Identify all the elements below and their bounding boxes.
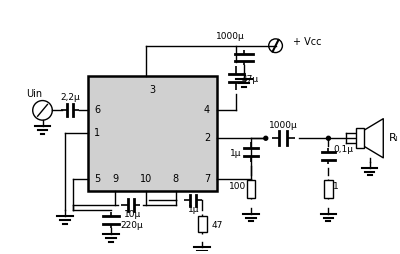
Text: 8: 8 xyxy=(173,174,179,184)
Text: + Vcc: + Vcc xyxy=(293,37,322,47)
Circle shape xyxy=(326,136,330,140)
Text: 5: 5 xyxy=(94,174,100,184)
Text: Uin: Uin xyxy=(27,89,43,99)
Text: 4: 4 xyxy=(204,105,210,115)
Bar xyxy=(324,180,333,198)
Text: 1: 1 xyxy=(94,128,100,138)
Text: 2: 2 xyxy=(204,133,210,143)
Text: 10µ: 10µ xyxy=(124,210,141,219)
Text: 3: 3 xyxy=(149,85,155,95)
Text: 47µ: 47µ xyxy=(241,75,258,84)
Text: 2,2µ: 2,2µ xyxy=(60,92,80,102)
Text: 10: 10 xyxy=(140,174,152,184)
Text: 220µ: 220µ xyxy=(121,221,144,230)
Text: 9: 9 xyxy=(112,174,118,184)
Text: 100: 100 xyxy=(229,182,246,191)
Bar xyxy=(88,76,217,191)
Text: 7: 7 xyxy=(204,174,210,184)
Bar xyxy=(356,129,364,148)
Text: Rₗ: Rₗ xyxy=(389,133,399,143)
Text: 0,1µ: 0,1µ xyxy=(333,145,353,154)
Text: 1µ: 1µ xyxy=(230,149,241,158)
Text: 1µ: 1µ xyxy=(188,205,199,214)
Text: 1000µ: 1000µ xyxy=(216,32,245,41)
Text: 6: 6 xyxy=(94,105,100,115)
Text: 47: 47 xyxy=(212,221,223,230)
Text: 1000µ: 1000µ xyxy=(269,121,298,131)
Text: 1: 1 xyxy=(333,182,339,191)
Circle shape xyxy=(264,136,268,140)
Bar xyxy=(247,180,256,198)
Bar xyxy=(198,216,206,232)
